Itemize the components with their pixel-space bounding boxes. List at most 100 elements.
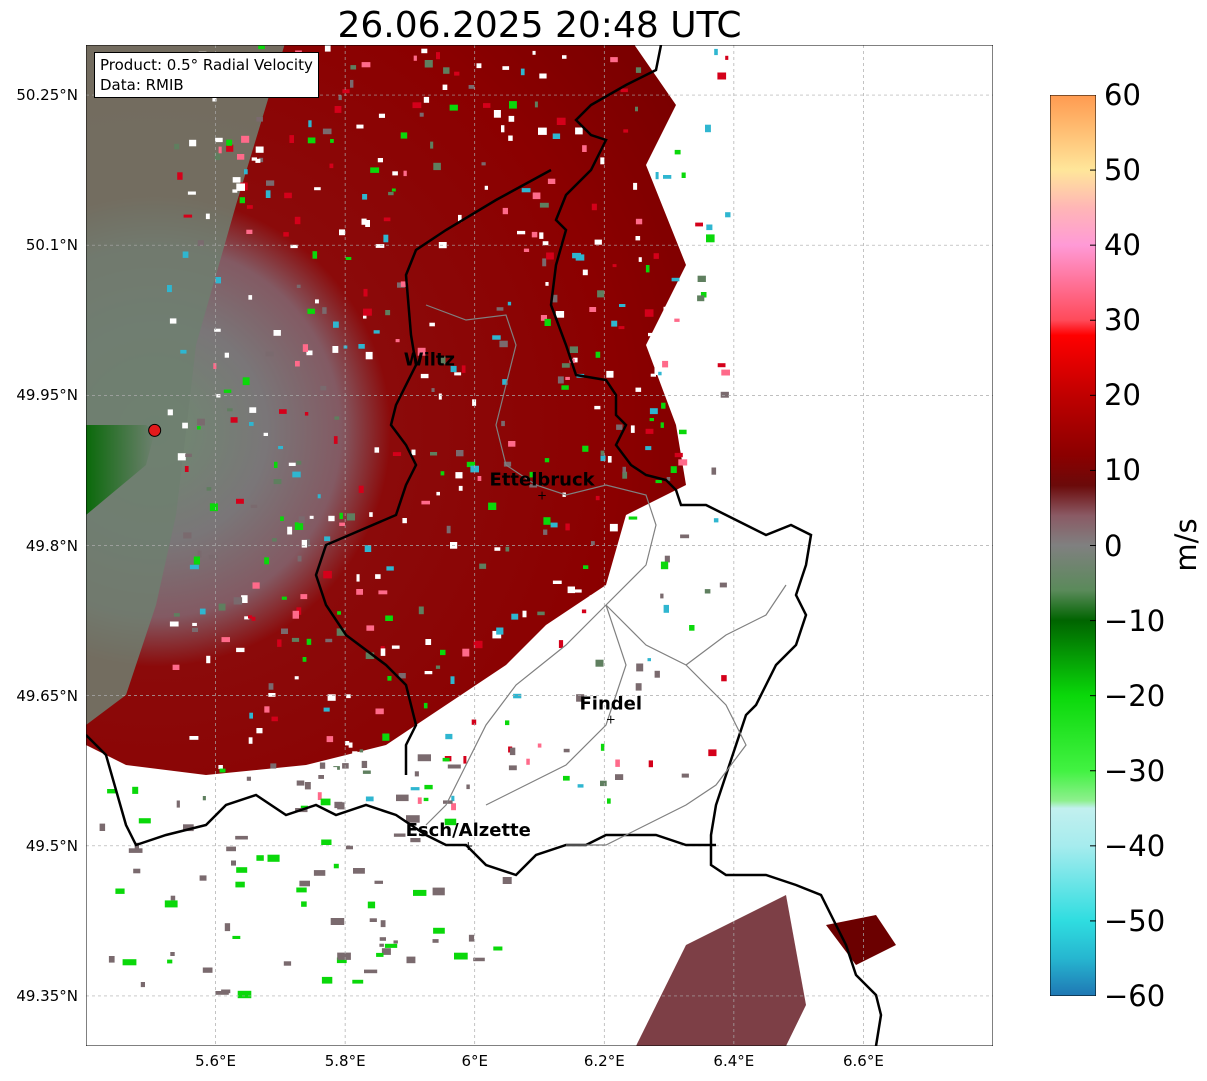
echo-speckle — [249, 712, 253, 719]
echo-speckle — [459, 784, 464, 788]
echo-speckle — [706, 50, 713, 57]
colorbar-tick-label: −40 — [1104, 828, 1166, 863]
echo-speckle — [132, 786, 139, 794]
echo-speckle — [266, 180, 275, 186]
inbound-green-sector — [86, 425, 155, 515]
echo-speckle — [233, 597, 243, 605]
echo-speckle — [232, 189, 238, 193]
echo-speckle — [375, 244, 385, 248]
echo-speckle — [509, 101, 517, 109]
echo-speckle — [435, 665, 441, 669]
echo-speckle — [215, 277, 221, 284]
echo-speckle — [232, 935, 241, 939]
echo-speckle — [246, 229, 253, 234]
echo-speckle — [674, 149, 681, 155]
echo-speckle — [663, 604, 669, 613]
echo-speckle — [298, 516, 305, 524]
echo-speckle — [306, 638, 312, 645]
echo-speckle — [241, 135, 250, 143]
echo-speckle — [296, 887, 307, 893]
echo-speckle — [573, 357, 578, 363]
lat-tick-label: 50.25°N — [16, 86, 78, 105]
echo-speckle — [248, 615, 253, 619]
echo-speckle — [236, 183, 245, 191]
echo-speckle — [492, 630, 502, 639]
echo-speckle — [615, 774, 624, 780]
echo-speckle — [655, 172, 659, 180]
echo-speckle — [324, 536, 331, 542]
echo-speckle — [379, 943, 384, 947]
echo-speckle — [526, 758, 530, 765]
echo-speckle — [361, 218, 367, 225]
echo-speckle — [458, 485, 463, 491]
colorbar-unit-label: m/s — [1169, 518, 1203, 572]
echo-speckle — [283, 961, 292, 966]
echo-speckle — [387, 676, 392, 681]
echo-speckle — [337, 611, 341, 615]
echo-speckle — [361, 62, 371, 68]
echo-speckle — [197, 550, 202, 558]
echo-speckle — [439, 356, 446, 365]
echo-speckle — [393, 833, 406, 837]
echo-speckle — [488, 502, 497, 510]
echo-speckle — [352, 979, 364, 984]
echo-speckle — [508, 765, 517, 771]
echo-speckle — [226, 846, 236, 852]
echo-speckle — [633, 182, 638, 190]
echo-speckle — [589, 307, 597, 312]
map-title: 26.06.2025 20:48 UTC — [337, 5, 742, 46]
echo-speckle — [223, 389, 232, 393]
echo-speckle — [345, 741, 350, 746]
echo-speckle — [287, 526, 293, 535]
echo-speckle — [391, 645, 400, 649]
echo-speckle — [356, 589, 363, 595]
echo-speckle — [226, 144, 234, 152]
echo-speckle — [661, 402, 666, 409]
echo-speckle — [717, 72, 727, 80]
echo-speckle — [379, 937, 386, 941]
lon-tick-label: 6°E — [461, 1052, 488, 1070]
echo-speckle — [226, 139, 233, 146]
echo-speckle — [630, 425, 635, 433]
echo-speckle — [133, 868, 141, 874]
echo-speckle — [466, 461, 476, 468]
echo-speckle — [169, 318, 177, 324]
echo-speckle — [346, 513, 355, 521]
city-label: Ettelbruck — [490, 469, 596, 490]
echo-speckle — [532, 50, 536, 55]
echo-speckle — [445, 733, 453, 740]
echo-speckle — [532, 192, 541, 200]
echo-speckle — [614, 625, 623, 632]
echo-speckle — [476, 63, 482, 69]
echo-speckle — [297, 555, 302, 562]
echo-speckle — [296, 780, 305, 786]
echo-speckle — [635, 236, 641, 241]
echo-speckle — [597, 290, 605, 298]
echo-speckle — [239, 197, 245, 204]
echo-speckle — [365, 351, 373, 360]
echo-speckle — [444, 818, 457, 826]
echo-speckle — [255, 158, 261, 163]
echo-speckle — [529, 484, 538, 488]
echo-speckle — [174, 143, 180, 150]
echo-speckle — [224, 352, 229, 358]
velocity-echo-field — [86, 45, 686, 775]
echo-speckle — [501, 125, 505, 133]
echo-speckle — [705, 124, 711, 133]
echo-speckle — [378, 590, 388, 595]
echo-speckle — [654, 367, 658, 375]
echo-speckle — [180, 349, 187, 354]
country-border — [86, 734, 716, 877]
echo-speckle — [122, 959, 137, 966]
echo-speckle — [206, 487, 212, 491]
echo-speckle — [557, 376, 564, 384]
echo-speckle — [583, 565, 589, 569]
echo-speckle — [706, 652, 716, 657]
city-markers: Wiltz+Ettelbruck+Findel+Esch/Alzette — [404, 349, 642, 852]
echo-speckle — [663, 175, 672, 179]
echo-speckle — [202, 796, 206, 801]
echo-speckle — [301, 901, 307, 907]
echo-speckle — [470, 465, 479, 473]
echo-speckle — [385, 310, 391, 316]
echo-speckle — [255, 146, 264, 153]
